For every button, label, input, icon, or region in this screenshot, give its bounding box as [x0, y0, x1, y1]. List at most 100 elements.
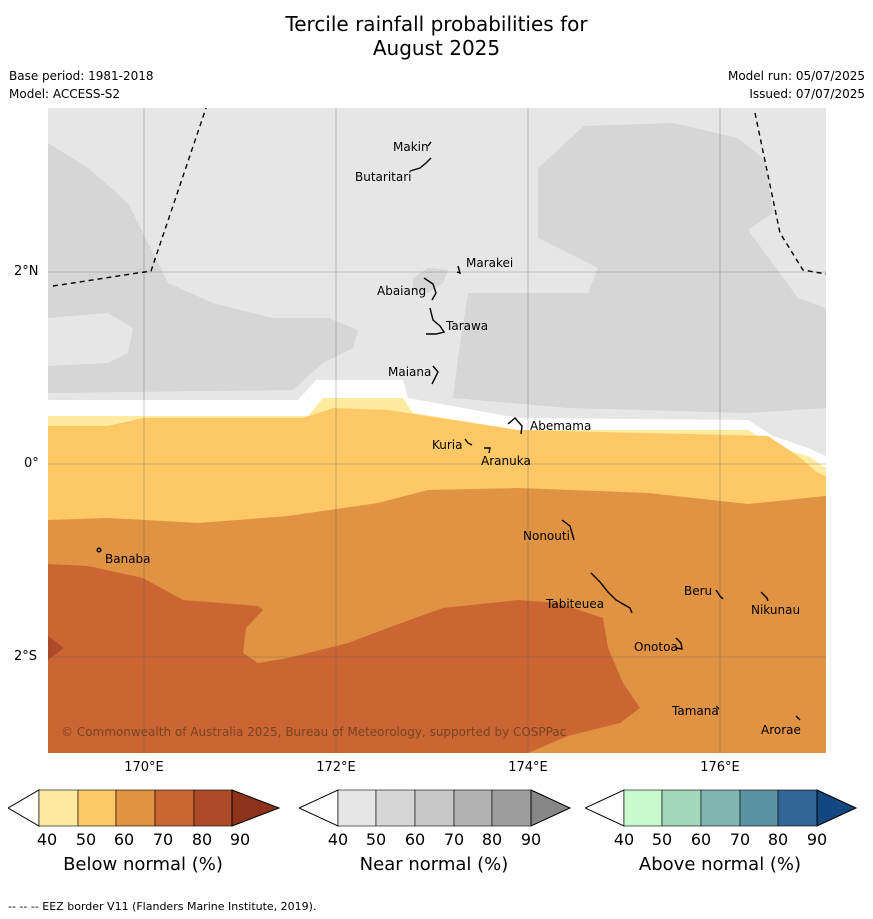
place-label-aranuka: Aranuka — [481, 454, 531, 468]
colorbar-above-70-80 — [739, 789, 779, 827]
island-arorae — [795, 715, 801, 721]
colorbar-above-50-60 — [661, 789, 702, 827]
colorbar-above-40-50 — [623, 789, 663, 827]
tick-below-50: 50 — [76, 830, 96, 849]
island-tabiteuea — [590, 572, 633, 614]
title-line-1: Tercile rainfall probabilities for — [285, 12, 588, 36]
near-normal-50-area-east — [453, 123, 826, 413]
tick-above-80: 80 — [768, 830, 788, 849]
colorbar-below-70-80 — [154, 789, 195, 827]
meta-right: Model run: 05/07/2025 Issued: 07/07/2025 — [728, 67, 865, 103]
colorbar-title-near: Near normal (%) — [359, 854, 509, 875]
gridlines — [48, 108, 826, 753]
island-tarawa — [426, 307, 446, 335]
eez-footnote: -- -- -- EEZ border V11 (Flanders Marine… — [8, 900, 317, 913]
colorbar-near-normal: 40 50 60 70 80 90 — [299, 789, 572, 849]
tick-above-60: 60 — [691, 830, 711, 849]
island-maiana — [431, 365, 439, 385]
place-label-marakei: Marakei — [466, 256, 513, 270]
place-label-beru: Beru — [684, 584, 712, 598]
island-abaiang — [423, 277, 437, 301]
chart-title: Tercile rainfall probabilities for Augus… — [0, 12, 873, 60]
tick-above-90: 90 — [807, 830, 827, 849]
colorbar-near-80-90 — [491, 789, 532, 827]
place-label-maiana: Maiana — [388, 365, 431, 379]
colorbar-near-50-60 — [375, 789, 416, 827]
tick-above-50: 50 — [652, 830, 672, 849]
colorbar-below-60-70 — [115, 789, 156, 827]
place-label-abaiang: Abaiang — [377, 284, 426, 298]
colorbar-below-40-50 — [38, 789, 79, 827]
island-tamana — [715, 705, 720, 710]
tick-near-40: 40 — [328, 830, 348, 849]
below-normal-80-patch — [48, 636, 64, 660]
colorbar-above-low-cap — [585, 789, 625, 827]
lon-label-172e: 172°E — [316, 760, 356, 775]
island-makin — [427, 141, 432, 147]
tick-below-80: 80 — [192, 830, 212, 849]
island-marakei — [456, 265, 462, 275]
issued-date: Issued: 07/07/2025 — [749, 87, 865, 101]
colorbar-below-low-cap — [8, 789, 40, 827]
model-name: Model: ACCESS-S2 — [9, 87, 121, 101]
lat-label-2s: 2°S — [14, 649, 38, 664]
colorbar-above-normal: 40 50 60 70 80 90 — [585, 789, 858, 849]
place-label-onotoa: Onotoa — [634, 640, 678, 654]
islands — [96, 141, 801, 721]
lon-label-170e: 170°E — [124, 760, 164, 775]
title-line-2: August 2025 — [372, 36, 501, 60]
copyright-notice: © Commonwealth of Australia 2025, Bureau… — [61, 725, 566, 739]
map-canvas: Makin Butaritari Marakei Abaiang Tarawa … — [48, 108, 826, 753]
place-label-abemama: Abemama — [530, 419, 591, 433]
place-label-makin: Makin — [393, 140, 429, 154]
island-kuria — [464, 438, 473, 446]
place-label-nonouti: Nonouti — [523, 529, 570, 543]
colorbar-near-40-50 — [337, 789, 377, 827]
place-label-kuria: Kuria — [432, 438, 463, 452]
island-banaba — [96, 547, 102, 553]
base-period: Base period: 1981-2018 — [9, 69, 154, 83]
colorbar-title-below: Below normal (%) — [63, 854, 223, 875]
lon-label-176e: 176°E — [700, 760, 740, 775]
place-label-tamana: Tamana — [671, 704, 719, 718]
place-label-banaba: Banaba — [105, 552, 151, 566]
place-label-tabiteuea: Tabiteuea — [545, 597, 604, 611]
tick-above-40: 40 — [614, 830, 634, 849]
lat-label-0: 0° — [24, 456, 39, 471]
colorbar-near-70-80 — [453, 789, 493, 827]
eez-border-east — [754, 112, 826, 275]
tick-below-90: 90 — [230, 830, 250, 849]
tick-below-60: 60 — [114, 830, 134, 849]
meta-left: Base period: 1981-2018 Model: ACCESS-S2 — [9, 67, 154, 103]
colorbar-title-above: Above normal (%) — [638, 854, 802, 875]
colorbar-below-high-cap — [231, 789, 281, 827]
near-normal-40-patch — [48, 313, 133, 366]
colorbar-above-high-cap — [816, 789, 858, 827]
colorbar-below-80-90 — [193, 789, 233, 827]
island-abemama — [507, 417, 523, 435]
below-normal-70-area — [48, 564, 640, 753]
lat-label-2n: 2°N — [14, 264, 39, 279]
island-onotoa — [675, 637, 683, 650]
tick-near-50: 50 — [366, 830, 386, 849]
colorbar-above-80-90 — [777, 789, 818, 827]
tick-below-40: 40 — [37, 830, 57, 849]
near-normal-50-patch — [413, 268, 448, 293]
tick-near-70: 70 — [444, 830, 464, 849]
island-nikunau — [760, 591, 769, 602]
colorbar-near-high-cap — [530, 789, 572, 827]
place-label-butaritari: Butaritari — [355, 170, 412, 184]
place-label-nikunau: Nikunau — [751, 603, 800, 617]
place-label-arorae: Arorae — [761, 723, 801, 737]
lon-label-174e: 174°E — [508, 760, 548, 775]
colorbar-above-60-70 — [700, 789, 741, 827]
island-butaritari — [409, 157, 432, 172]
island-nonouti — [561, 519, 575, 541]
island-aranuka — [484, 447, 491, 454]
colorbar-near-low-cap — [299, 789, 339, 827]
tick-above-70: 70 — [730, 830, 750, 849]
model-run: Model run: 05/07/2025 — [727, 69, 865, 83]
colorbar-near-60-70 — [414, 789, 455, 827]
tick-near-80: 80 — [482, 830, 502, 849]
island-beru — [715, 589, 724, 600]
